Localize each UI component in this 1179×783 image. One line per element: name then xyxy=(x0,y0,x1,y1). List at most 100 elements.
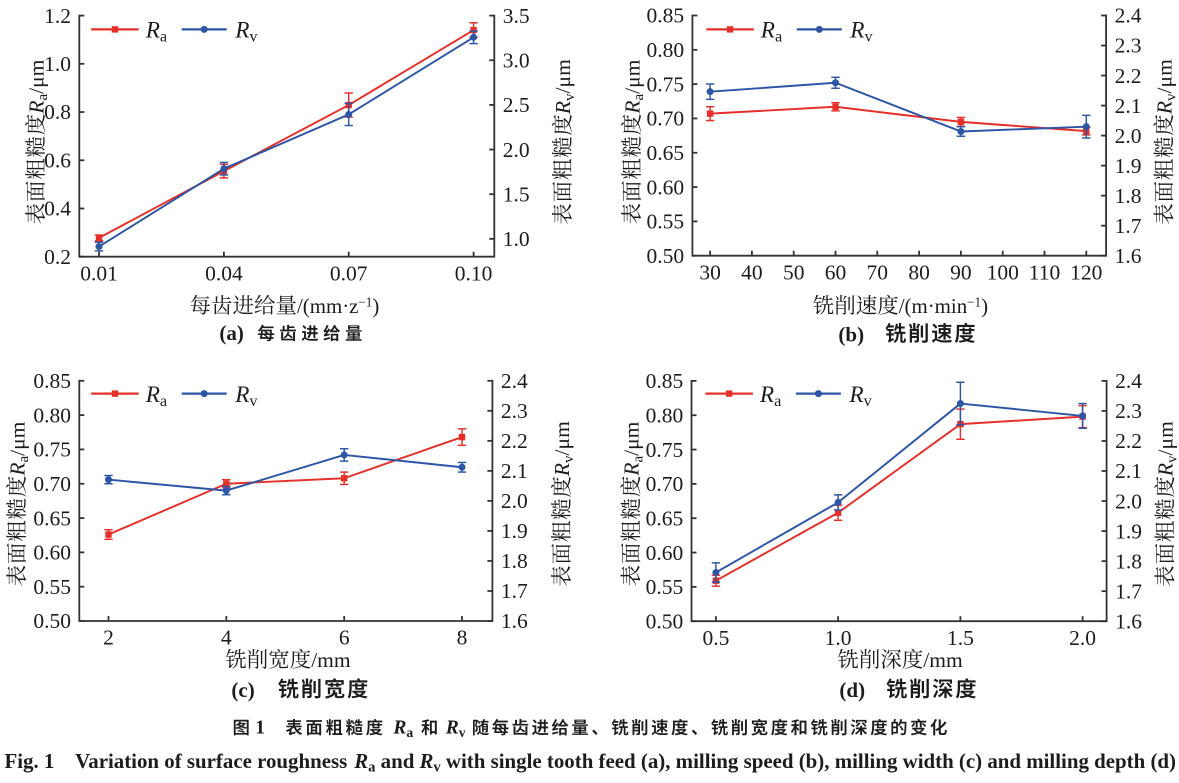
svg-text:0.4: 0.4 xyxy=(44,197,71,221)
svg-text:(d): (d) xyxy=(839,678,865,702)
svg-text:2.2: 2.2 xyxy=(501,429,528,453)
svg-text:110: 110 xyxy=(1029,260,1060,284)
svg-text:1.7: 1.7 xyxy=(1115,579,1142,603)
svg-text:2.0: 2.0 xyxy=(1115,124,1142,148)
svg-text:0.5: 0.5 xyxy=(702,626,729,650)
svg-text:2.2: 2.2 xyxy=(1115,64,1142,88)
svg-text:v: v xyxy=(459,725,466,740)
svg-text:R: R xyxy=(145,382,160,408)
svg-text:v: v xyxy=(249,27,258,46)
svg-text:2.5: 2.5 xyxy=(503,93,530,117)
svg-text:100: 100 xyxy=(987,260,1019,284)
svg-text:v: v xyxy=(865,27,874,46)
svg-text:): ) xyxy=(372,294,379,318)
svg-text:0.55: 0.55 xyxy=(646,210,684,234)
svg-text:R: R xyxy=(392,718,406,739)
svg-text:0.10: 0.10 xyxy=(455,261,493,285)
svg-text:2.4: 2.4 xyxy=(1115,369,1142,393)
svg-text:a: a xyxy=(631,94,647,101)
svg-text:R: R xyxy=(760,18,775,44)
svg-text:a: a xyxy=(160,27,167,46)
svg-text:R: R xyxy=(849,18,864,44)
svg-text:1.5: 1.5 xyxy=(947,626,974,650)
svg-text:1.6: 1.6 xyxy=(501,609,528,633)
svg-text:2.2: 2.2 xyxy=(1115,429,1142,453)
svg-text:6: 6 xyxy=(339,626,350,650)
svg-text:3.5: 3.5 xyxy=(503,4,530,28)
svg-text:/(m·min: /(m·min xyxy=(899,294,968,318)
svg-text:0.60: 0.60 xyxy=(33,541,71,565)
svg-text:2.0: 2.0 xyxy=(1069,626,1096,650)
svg-text:1.8: 1.8 xyxy=(1115,184,1142,208)
svg-text:with single tooth feed (a), mi: with single tooth feed (a), milling spee… xyxy=(441,749,1176,773)
svg-text:1.0: 1.0 xyxy=(825,626,852,650)
svg-text:R: R xyxy=(550,463,574,477)
svg-text:0.07: 0.07 xyxy=(330,261,368,285)
svg-text:0.60: 0.60 xyxy=(646,175,684,199)
svg-text:0.70: 0.70 xyxy=(646,107,684,131)
svg-text:2.1: 2.1 xyxy=(501,459,528,483)
svg-text:R: R xyxy=(234,382,249,408)
svg-text:R: R xyxy=(759,382,774,408)
svg-text:v: v xyxy=(562,93,578,101)
svg-text:0.75: 0.75 xyxy=(646,438,684,462)
svg-text:60: 60 xyxy=(825,260,847,284)
svg-text:1.7: 1.7 xyxy=(501,579,528,603)
svg-text:0.60: 0.60 xyxy=(646,541,684,565)
svg-text:0.65: 0.65 xyxy=(33,506,71,530)
svg-text:0.85: 0.85 xyxy=(646,369,684,393)
svg-text:(a): (a) xyxy=(219,321,244,345)
svg-text:a: a xyxy=(16,456,32,463)
svg-text:R: R xyxy=(5,463,29,477)
svg-text:0.8: 0.8 xyxy=(44,100,71,124)
svg-text:R: R xyxy=(353,749,368,773)
svg-text:40: 40 xyxy=(741,260,763,284)
svg-text:1.8: 1.8 xyxy=(501,549,528,573)
svg-text:3.0: 3.0 xyxy=(503,48,530,72)
svg-text:2.1: 2.1 xyxy=(1115,459,1142,483)
svg-text:R: R xyxy=(1153,101,1177,115)
svg-text:4: 4 xyxy=(221,626,232,650)
svg-text:(b): (b) xyxy=(838,323,864,347)
svg-text:R: R xyxy=(1154,463,1178,477)
svg-text:a: a xyxy=(406,725,413,740)
svg-text:1.0: 1.0 xyxy=(503,227,530,251)
svg-text:0.80: 0.80 xyxy=(33,403,71,427)
svg-text:0.75: 0.75 xyxy=(33,438,71,462)
svg-text:/μm: /μm xyxy=(5,421,29,456)
svg-text:/μm: /μm xyxy=(1153,59,1177,94)
svg-text:2.0: 2.0 xyxy=(503,138,530,162)
svg-text:1.9: 1.9 xyxy=(1115,519,1142,543)
svg-text:1.6: 1.6 xyxy=(1115,244,1142,268)
svg-text:8: 8 xyxy=(457,626,468,650)
svg-text:0.80: 0.80 xyxy=(646,403,684,427)
svg-text:v: v xyxy=(864,391,873,410)
svg-text:/(mm·z: /(mm·z xyxy=(297,294,359,318)
svg-text:2.0: 2.0 xyxy=(501,489,528,513)
svg-text:R: R xyxy=(234,18,249,44)
svg-text:90: 90 xyxy=(950,260,972,284)
svg-text:0.6: 0.6 xyxy=(44,148,71,172)
svg-text:2.1: 2.1 xyxy=(1115,94,1142,118)
svg-text:a: a xyxy=(775,27,782,46)
svg-text:a: a xyxy=(774,391,781,410)
svg-text:R: R xyxy=(445,718,459,739)
svg-text:R: R xyxy=(418,749,433,773)
svg-text:/mm: /mm xyxy=(311,648,351,672)
svg-text:2.4: 2.4 xyxy=(501,369,528,393)
svg-text:0.70: 0.70 xyxy=(33,472,71,496)
svg-text:R: R xyxy=(24,101,48,115)
svg-text:1.5: 1.5 xyxy=(503,182,530,206)
svg-text:0.85: 0.85 xyxy=(646,4,684,28)
svg-text:0.70: 0.70 xyxy=(646,472,684,496)
svg-text:Fig. 1: Fig. 1 xyxy=(4,749,54,773)
svg-text:0.55: 0.55 xyxy=(33,575,71,599)
svg-text:0.85: 0.85 xyxy=(33,369,71,393)
svg-text:2: 2 xyxy=(103,626,114,650)
svg-text:/μm: /μm xyxy=(620,59,644,94)
svg-text:0.65: 0.65 xyxy=(646,141,684,165)
svg-text:1.8: 1.8 xyxy=(1115,549,1142,573)
svg-text:/mm: /mm xyxy=(923,648,963,672)
svg-text:R: R xyxy=(848,382,863,408)
svg-text:v: v xyxy=(1163,93,1179,101)
